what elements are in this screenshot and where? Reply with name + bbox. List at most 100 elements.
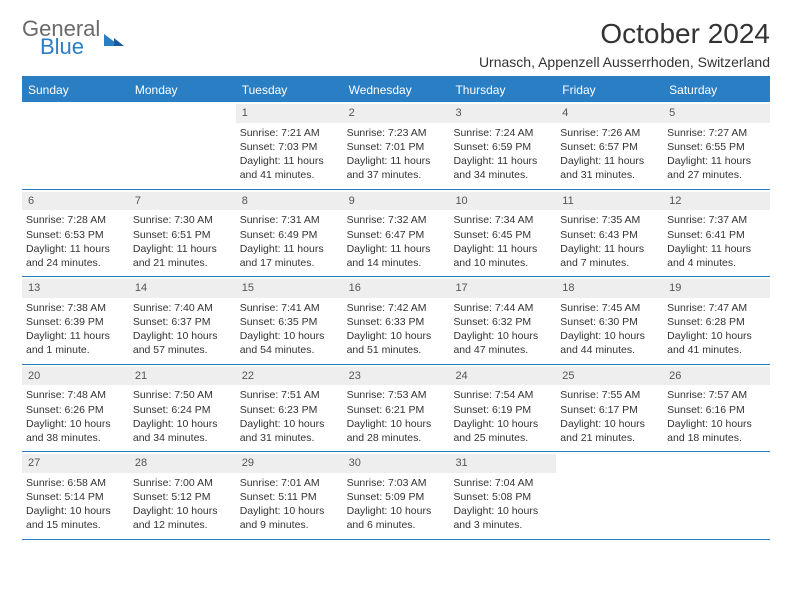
sunset-text: Sunset: 6:45 PM [453,228,552,242]
calendar-cell: 10 Sunrise: 7:34 AMSunset: 6:45 PMDayligh… [449,190,556,277]
calendar-cell: 9Sunrise: 7:32 AMSunset: 6:47 PMDaylight… [343,190,450,277]
daylight-text: Daylight: 10 hours and 9 minutes. [240,504,339,532]
daylight-text: Daylight: 10 hours and 34 minutes. [133,417,232,445]
daylight-text: Daylight: 11 hours and 4 minutes. [667,242,766,270]
calendar-cell: 23Sunrise: 7:53 AMSunset: 6:21 PMDayligh… [343,365,450,452]
day-number: 12 [663,192,770,211]
daylight-text: Daylight: 11 hours and 14 minutes. [347,242,446,270]
calendar-cell: 28Sunrise: 7:00 AMSunset: 5:12 PMDayligh… [129,452,236,539]
daylight-text: Daylight: 10 hours and 44 minutes. [560,329,659,357]
day-number: 9 [343,192,450,211]
sunrise-text: Sunrise: 7:38 AM [26,301,125,315]
calendar-cell: 27Sunrise: 6:58 AMSunset: 5:14 PMDayligh… [22,452,129,539]
day-number: 5 [663,104,770,123]
day-number: 19 [663,279,770,298]
day-number: 15 [236,279,343,298]
sunset-text: Sunset: 6:47 PM [347,228,446,242]
daylight-text: Daylight: 11 hours and 1 minute. [26,329,125,357]
calendar-cell-empty [129,102,236,189]
daylight-text: Daylight: 10 hours and 51 minutes. [347,329,446,357]
daylight-text: Daylight: 10 hours and 38 minutes. [26,417,125,445]
sunset-text: Sunset: 6:17 PM [560,403,659,417]
sunrise-text: Sunrise: 7:04 AM [453,476,552,490]
sunrise-text: Sunrise: 7:50 AM [133,388,232,402]
day-number: 21 [129,367,236,386]
sunset-text: Sunset: 6:55 PM [667,140,766,154]
day-number: 7 [129,192,236,211]
day-number: 4 [556,104,663,123]
calendar-cell: 2Sunrise: 7:23 AMSunset: 7:01 PMDaylight… [343,102,450,189]
calendar-cell-empty [663,452,770,539]
sunrise-text: Sunrise: 7:54 AM [453,388,552,402]
sunrise-text: Sunrise: 7:45 AM [560,301,659,315]
sunrise-text: Sunrise: 7:48 AM [26,388,125,402]
sunrise-text: Sunrise: 6:58 AM [26,476,125,490]
sunset-text: Sunset: 5:08 PM [453,490,552,504]
day-number: 30 [343,454,450,473]
day-number: 22 [236,367,343,386]
sunset-text: Sunset: 6:59 PM [453,140,552,154]
day-number: 29 [236,454,343,473]
calendar-cell-empty [22,102,129,189]
day-number: 27 [22,454,129,473]
logo-text: General Blue [22,18,100,58]
daylight-text: Daylight: 10 hours and 31 minutes. [240,417,339,445]
daylight-text: Daylight: 10 hours and 6 minutes. [347,504,446,532]
daylight-text: Daylight: 11 hours and 24 minutes. [26,242,125,270]
daylight-text: Daylight: 11 hours and 10 minutes. [453,242,552,270]
calendar-page: General Blue October 2024 Urnasch, Appen… [0,0,792,558]
calendar-cell-empty [556,452,663,539]
daylight-text: Daylight: 10 hours and 21 minutes. [560,417,659,445]
calendar-cell: 5Sunrise: 7:27 AMSunset: 6:55 PMDaylight… [663,102,770,189]
day-number: 10 [449,192,556,211]
sunrise-text: Sunrise: 7:34 AM [453,213,552,227]
daylight-text: Daylight: 10 hours and 18 minutes. [667,417,766,445]
calendar-cell: 12Sunrise: 7:37 AMSunset: 6:41 PMDayligh… [663,190,770,277]
triangle-icon [114,38,124,46]
calendar-cell: 4Sunrise: 7:26 AMSunset: 6:57 PMDaylight… [556,102,663,189]
calendar-cell: 18Sunrise: 7:45 AMSunset: 6:30 PMDayligh… [556,277,663,364]
sunset-text: Sunset: 6:39 PM [26,315,125,329]
sunrise-text: Sunrise: 7:21 AM [240,126,339,140]
day-number: 25 [556,367,663,386]
daylight-text: Daylight: 10 hours and 15 minutes. [26,504,125,532]
sunset-text: Sunset: 6:43 PM [560,228,659,242]
calendar-cell: 20Sunrise: 7:48 AMSunset: 6:26 PMDayligh… [22,365,129,452]
logo-word-2: Blue [40,36,100,58]
dow-sunday: Sunday [22,78,129,102]
sunset-text: Sunset: 6:41 PM [667,228,766,242]
day-number: 28 [129,454,236,473]
sunset-text: Sunset: 5:11 PM [240,490,339,504]
day-number: 14 [129,279,236,298]
title-block: October 2024 Urnasch, Appenzell Ausserrh… [479,18,770,70]
calendar-cell: 13Sunrise: 7:38 AMSunset: 6:39 PMDayligh… [22,277,129,364]
calendar-cell: 3Sunrise: 7:24 AMSunset: 6:59 PMDaylight… [449,102,556,189]
calendar: Sunday Monday Tuesday Wednesday Thursday… [22,76,770,540]
sunrise-text: Sunrise: 7:35 AM [560,213,659,227]
daylight-text: Daylight: 11 hours and 31 minutes. [560,154,659,182]
sunset-text: Sunset: 6:28 PM [667,315,766,329]
daylight-text: Daylight: 11 hours and 34 minutes. [453,154,552,182]
sunset-text: Sunset: 6:26 PM [26,403,125,417]
sunrise-text: Sunrise: 7:53 AM [347,388,446,402]
daylight-text: Daylight: 11 hours and 17 minutes. [240,242,339,270]
sunset-text: Sunset: 6:24 PM [133,403,232,417]
daylight-text: Daylight: 10 hours and 3 minutes. [453,504,552,532]
calendar-cell: 16Sunrise: 7:42 AMSunset: 6:33 PMDayligh… [343,277,450,364]
sunset-text: Sunset: 6:35 PM [240,315,339,329]
daylight-text: Daylight: 11 hours and 41 minutes. [240,154,339,182]
header: General Blue October 2024 Urnasch, Appen… [22,18,770,70]
sunrise-text: Sunrise: 7:57 AM [667,388,766,402]
logo-mark [102,30,124,46]
day-number: 26 [663,367,770,386]
sunset-text: Sunset: 7:01 PM [347,140,446,154]
calendar-cell: 22Sunrise: 7:51 AMSunset: 6:23 PMDayligh… [236,365,343,452]
sunrise-text: Sunrise: 7:01 AM [240,476,339,490]
calendar-cell: 30Sunrise: 7:03 AMSunset: 5:09 PMDayligh… [343,452,450,539]
sunrise-text: Sunrise: 7:03 AM [347,476,446,490]
location-subtitle: Urnasch, Appenzell Ausserrhoden, Switzer… [479,54,770,70]
daylight-text: Daylight: 10 hours and 12 minutes. [133,504,232,532]
dow-wednesday: Wednesday [343,78,450,102]
calendar-cell: 11Sunrise: 7:35 AMSunset: 6:43 PMDayligh… [556,190,663,277]
sunrise-text: Sunrise: 7:40 AM [133,301,232,315]
